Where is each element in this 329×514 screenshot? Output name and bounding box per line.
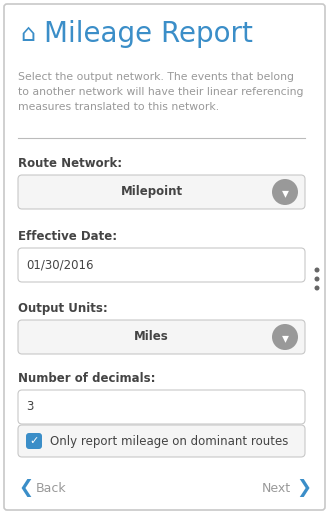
Circle shape	[315, 285, 319, 290]
Text: Route Network:: Route Network:	[18, 157, 122, 170]
FancyBboxPatch shape	[26, 433, 42, 449]
Text: Miles: Miles	[134, 331, 169, 343]
FancyBboxPatch shape	[4, 4, 325, 510]
FancyBboxPatch shape	[18, 390, 305, 424]
Text: Next: Next	[262, 482, 291, 494]
Text: Back: Back	[36, 482, 67, 494]
Text: Number of decimals:: Number of decimals:	[18, 372, 156, 385]
Text: Select the output network. The events that belong
to another network will have t: Select the output network. The events th…	[18, 72, 303, 112]
Text: ▾: ▾	[282, 331, 289, 345]
Circle shape	[272, 324, 298, 350]
FancyBboxPatch shape	[18, 175, 305, 209]
Text: ❯: ❯	[296, 479, 311, 497]
Text: ▾: ▾	[282, 186, 289, 200]
FancyBboxPatch shape	[18, 425, 305, 457]
Text: Output Units:: Output Units:	[18, 302, 108, 315]
Text: ✓: ✓	[29, 436, 39, 446]
Text: ⌂: ⌂	[20, 22, 35, 46]
FancyBboxPatch shape	[18, 320, 305, 354]
Text: ❮: ❮	[18, 479, 33, 497]
Text: Milepoint: Milepoint	[120, 186, 183, 198]
FancyBboxPatch shape	[18, 248, 305, 282]
Text: 3: 3	[26, 400, 33, 413]
Circle shape	[272, 179, 298, 205]
Circle shape	[315, 277, 319, 282]
Text: Mileage Report: Mileage Report	[44, 20, 253, 48]
Text: Only report mileage on dominant routes: Only report mileage on dominant routes	[50, 434, 289, 448]
Text: Effective Date:: Effective Date:	[18, 230, 117, 243]
Circle shape	[315, 267, 319, 272]
Text: 01/30/2016: 01/30/2016	[26, 259, 93, 271]
